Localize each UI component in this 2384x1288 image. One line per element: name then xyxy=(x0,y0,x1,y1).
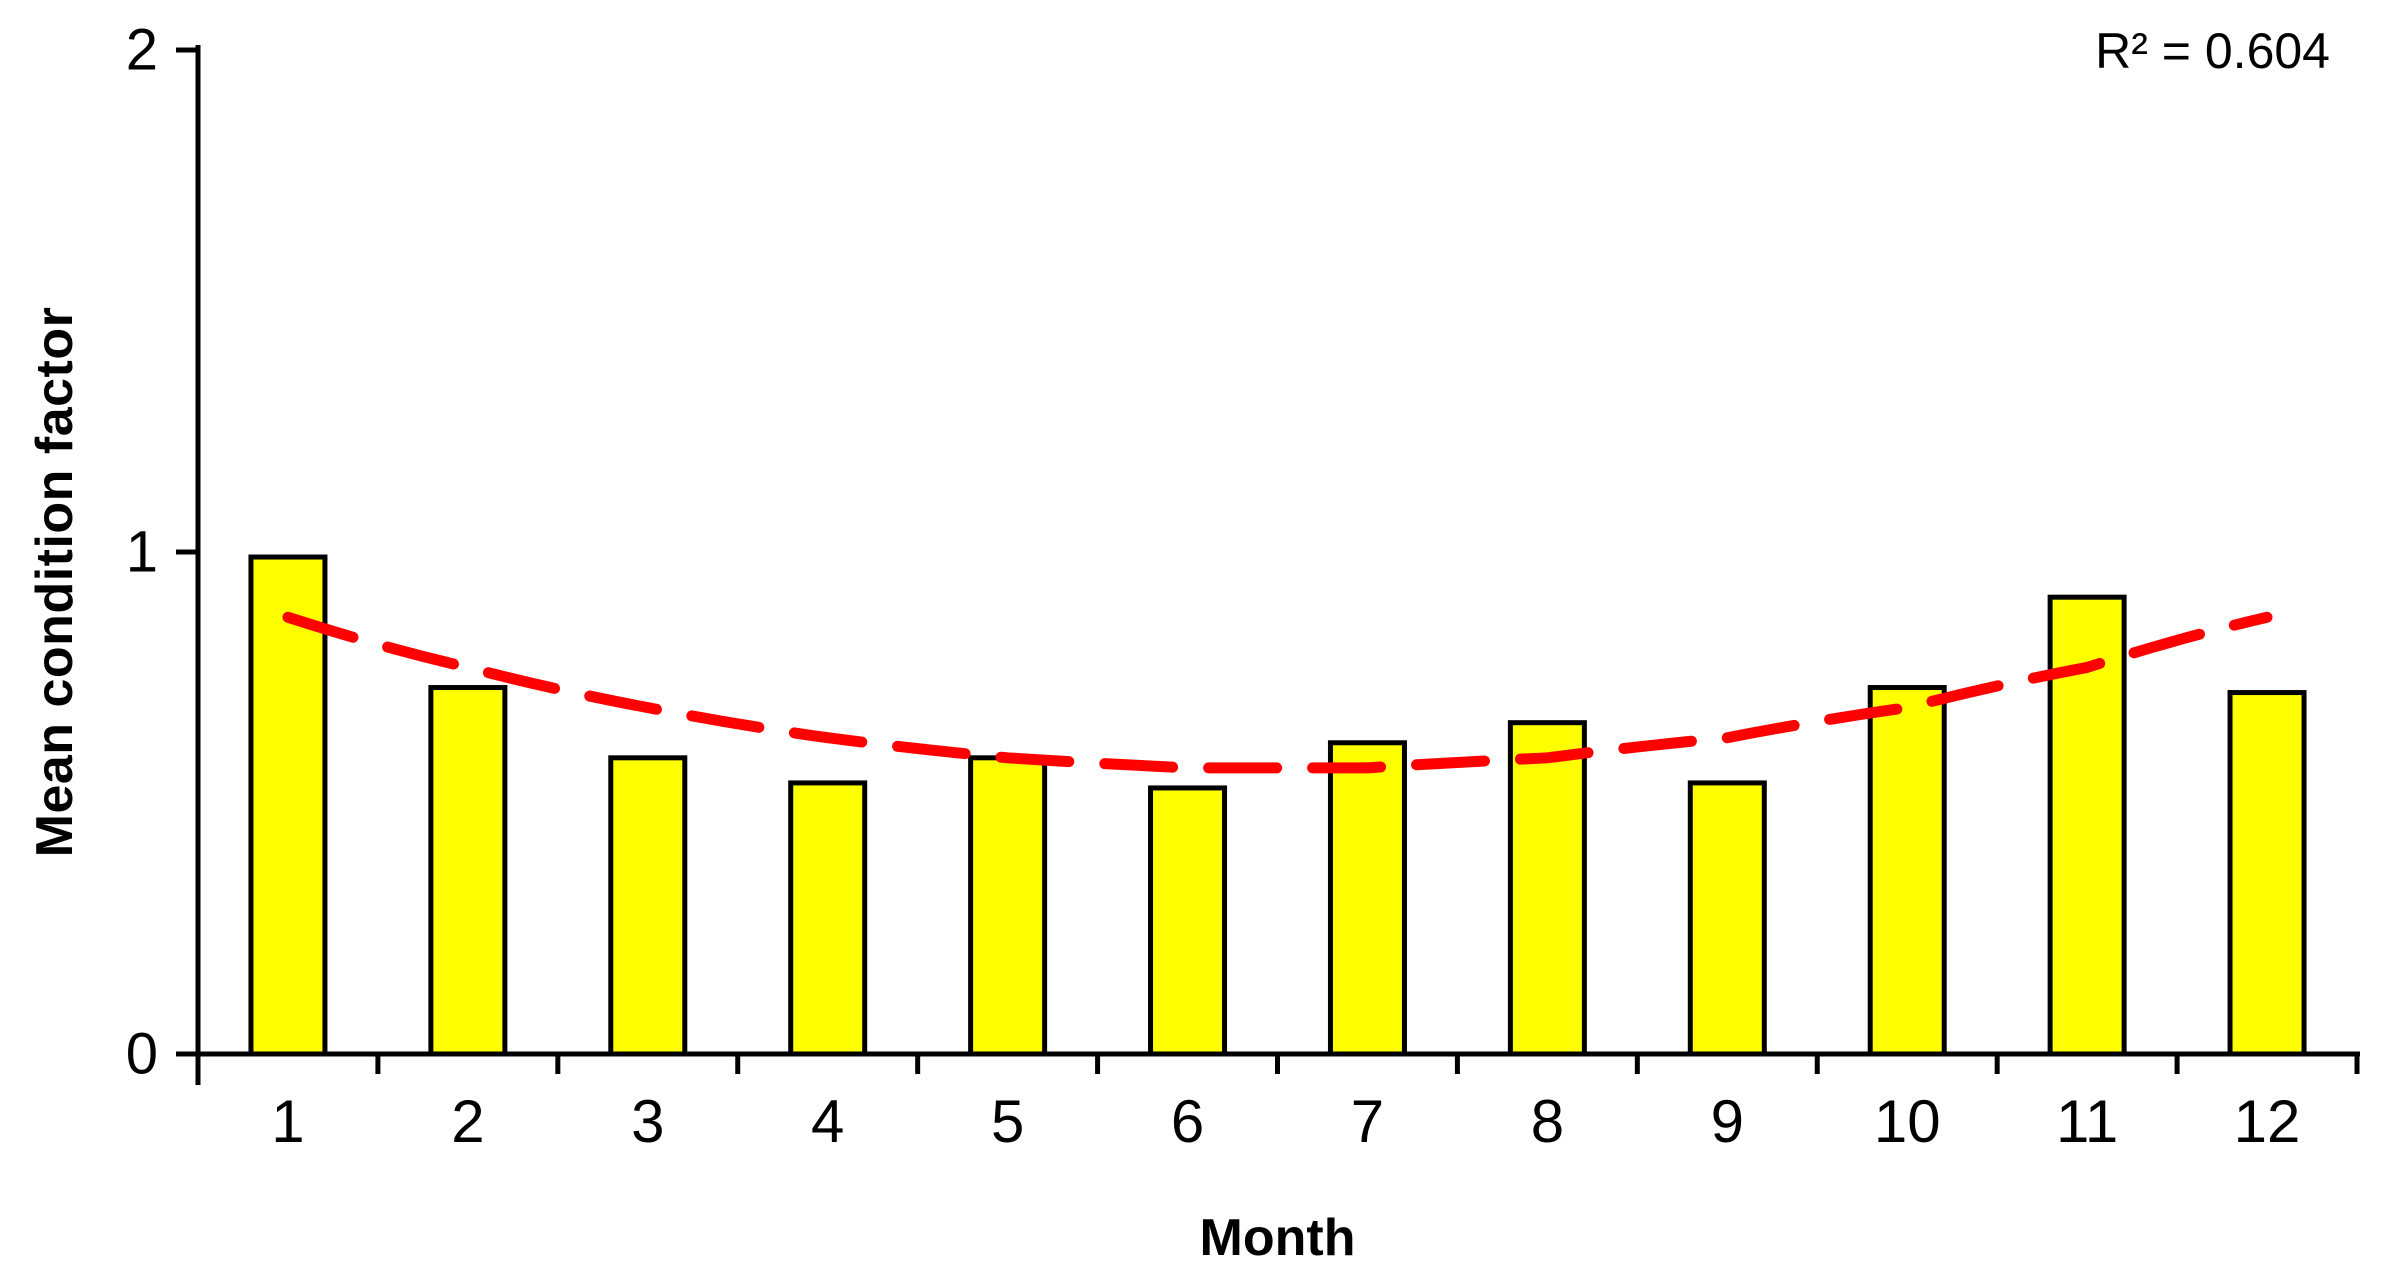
x-tick-label-1: 1 xyxy=(271,1088,304,1155)
y-tick-label-2: 2 xyxy=(126,18,158,83)
x-tick-label-4: 4 xyxy=(811,1088,844,1155)
x-tick-label-10: 10 xyxy=(1874,1088,1941,1155)
bar-month-7 xyxy=(1327,740,1407,1057)
bar-month-10 xyxy=(1867,685,1947,1057)
x-axis-title: Month xyxy=(1199,1209,1356,1267)
bar-month-4 xyxy=(788,780,868,1057)
x-tick-label-12: 12 xyxy=(2234,1088,2301,1155)
bar-month-2 xyxy=(428,685,508,1057)
bar-month-9 xyxy=(1687,780,1767,1057)
x-tick-label-5: 5 xyxy=(991,1088,1024,1155)
x-tick-label-8: 8 xyxy=(1531,1088,1564,1155)
x-tick-label-7: 7 xyxy=(1351,1088,1384,1155)
bar-month-3 xyxy=(608,755,688,1057)
trendline xyxy=(282,611,2273,774)
x-tick-label-3: 3 xyxy=(631,1088,664,1155)
bar-month-6 xyxy=(1148,785,1228,1057)
bar-month-8 xyxy=(1507,720,1587,1057)
x-tick-label-11: 11 xyxy=(2056,1088,2118,1155)
x-tick-label-2: 2 xyxy=(451,1088,484,1155)
bar-month-12 xyxy=(2227,690,2307,1057)
bar-month-1 xyxy=(248,554,328,1057)
r-squared-annotation: R² = 0.604 xyxy=(2095,23,2330,79)
x-tick-label-6: 6 xyxy=(1171,1088,1204,1155)
y-tick-label-0: 0 xyxy=(126,1022,158,1087)
y-tick-label-1: 1 xyxy=(126,520,158,585)
x-tick-label-9: 9 xyxy=(1711,1088,1744,1155)
bar-month-5 xyxy=(968,755,1048,1057)
